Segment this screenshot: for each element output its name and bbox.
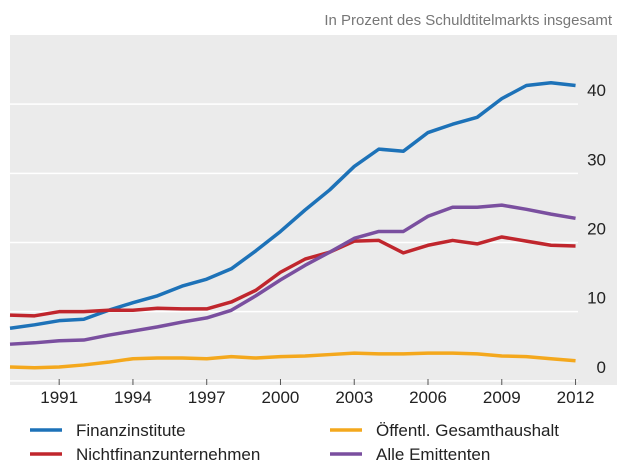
- series-line: [9, 235, 576, 318]
- x-tick-label: 1997: [188, 388, 226, 407]
- legend-label: Öffentl. Gesamthaushalt: [376, 421, 559, 440]
- x-tick-label: 2006: [409, 388, 447, 407]
- chart-subtitle: In Prozent des Schuldtitelmarkts insgesa…: [324, 12, 612, 29]
- plot-background: [10, 35, 617, 385]
- legend-label: Nichtfinanzunternehmen: [76, 445, 260, 463]
- x-tick-label: 2000: [262, 388, 300, 407]
- x-tick-label: 2009: [483, 388, 521, 407]
- y-tick-label: 40: [587, 81, 606, 100]
- legend-label: Alle Emittenten: [376, 445, 490, 463]
- x-tick-label: 2003: [335, 388, 373, 407]
- y-tick-label: 30: [587, 150, 606, 169]
- x-tick-label: 1994: [114, 388, 152, 407]
- x-tick-label: 2012: [557, 388, 595, 407]
- y-tick-label: 20: [587, 220, 606, 239]
- legend-label: Finanzinstitute: [76, 421, 186, 440]
- x-tick-label: 1991: [40, 388, 78, 407]
- series-line: [9, 203, 576, 346]
- y-tick-label: 0: [597, 358, 606, 377]
- series-line: [9, 351, 576, 370]
- y-tick-label: 10: [587, 289, 606, 308]
